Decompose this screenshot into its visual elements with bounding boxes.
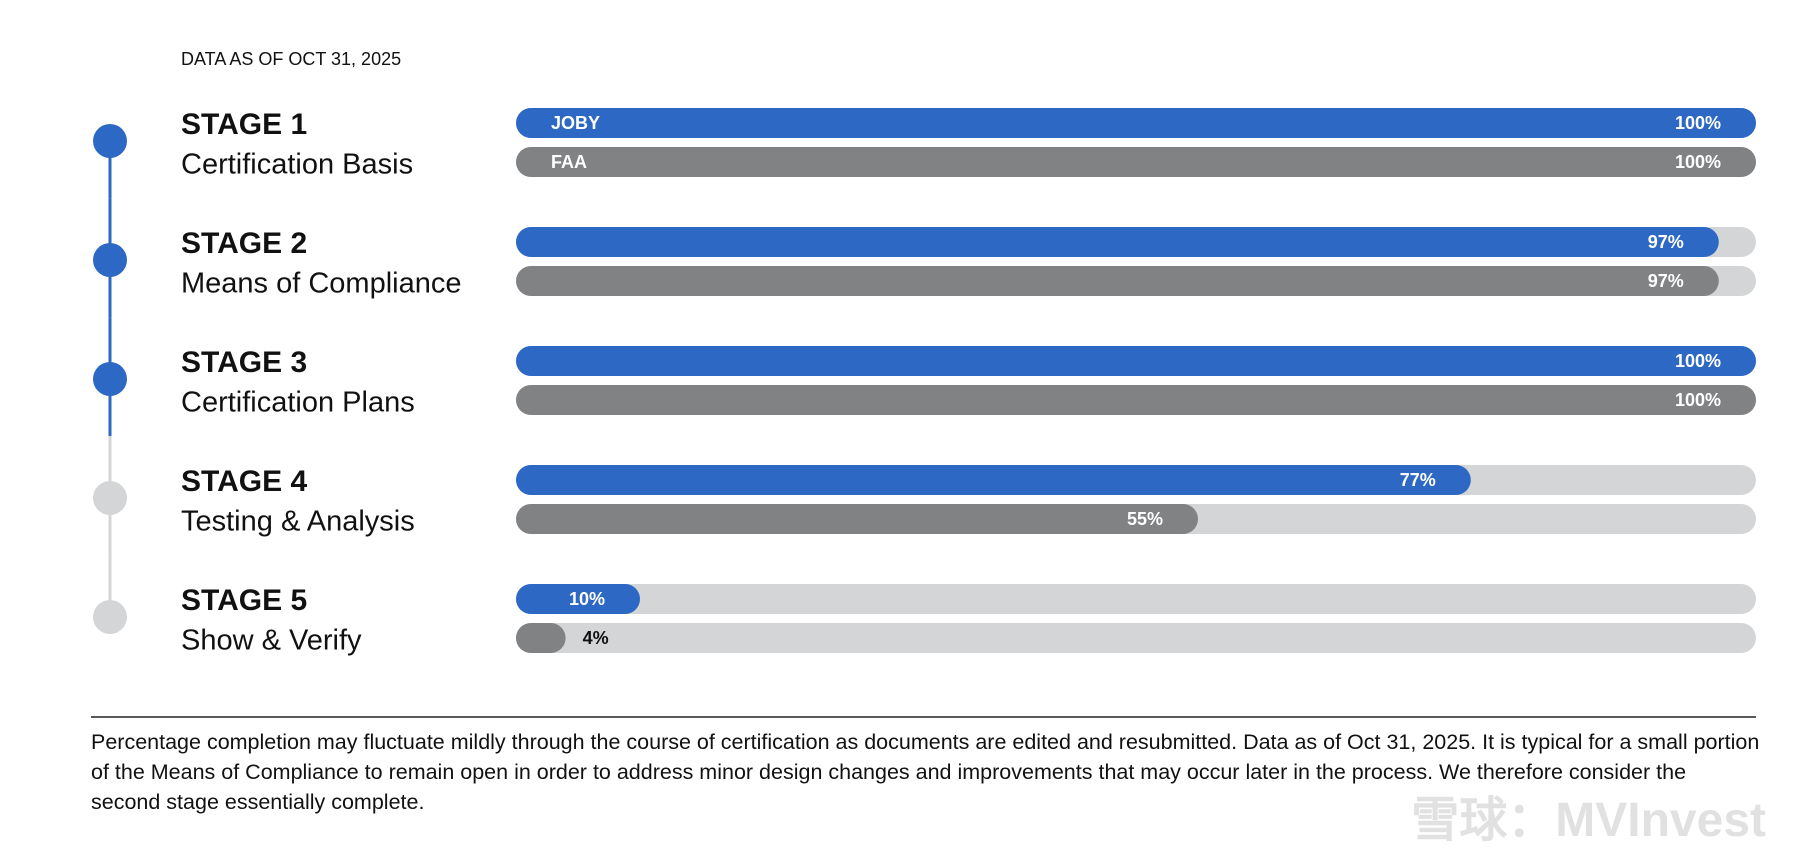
value-label: 97% (1648, 232, 1684, 252)
chart: DATA AS OF OCT 31, 2025 STAGE 1 Certifica… (91, 49, 1756, 718)
value-label: 10% (569, 589, 605, 609)
legend-label: FAA (551, 152, 587, 172)
bar-track (516, 623, 1756, 653)
value-label: 100% (1675, 152, 1721, 172)
value-label: 77% (1400, 470, 1436, 490)
stage-name: Testing & Analysis (181, 506, 415, 538)
stage-title: STAGE 3 (181, 346, 307, 379)
value-label: 97% (1648, 271, 1684, 291)
bar (516, 385, 1756, 415)
bar (516, 108, 1756, 138)
bar (516, 266, 1719, 296)
stage-name: Certification Basis (181, 149, 413, 181)
bar (516, 465, 1471, 495)
stage-name: Show & Verify (181, 625, 362, 657)
timeline-dot (93, 600, 127, 634)
bar-track (516, 584, 1756, 614)
legend-label: JOBY (551, 113, 600, 133)
timeline-dot (93, 481, 127, 515)
timeline-dot (93, 243, 127, 277)
bar (516, 227, 1719, 257)
timeline-dot (93, 124, 127, 158)
bar (516, 584, 640, 614)
stage-title: STAGE 2 (181, 227, 307, 260)
bar (516, 504, 1198, 534)
bar (516, 147, 1756, 177)
bar (516, 346, 1756, 376)
timeline-dot (93, 362, 127, 396)
value-label: 4% (583, 628, 609, 648)
stage-title: STAGE 4 (181, 465, 307, 498)
stage-name: Certification Plans (181, 387, 415, 419)
stage-name: Means of Compliance (181, 268, 461, 300)
watermark: 雪球：MVInvest (1411, 794, 1766, 847)
bar (516, 623, 566, 653)
value-label: 100% (1675, 113, 1721, 133)
value-label: 55% (1127, 509, 1163, 529)
stage-title: STAGE 5 (181, 584, 307, 617)
value-label: 100% (1675, 390, 1721, 410)
data-note: DATA AS OF OCT 31, 2025 (181, 49, 401, 69)
value-label: 100% (1675, 351, 1721, 371)
footnote: Percentage completion may fluctuate mild… (91, 730, 1760, 814)
stage-title: STAGE 1 (181, 108, 307, 141)
